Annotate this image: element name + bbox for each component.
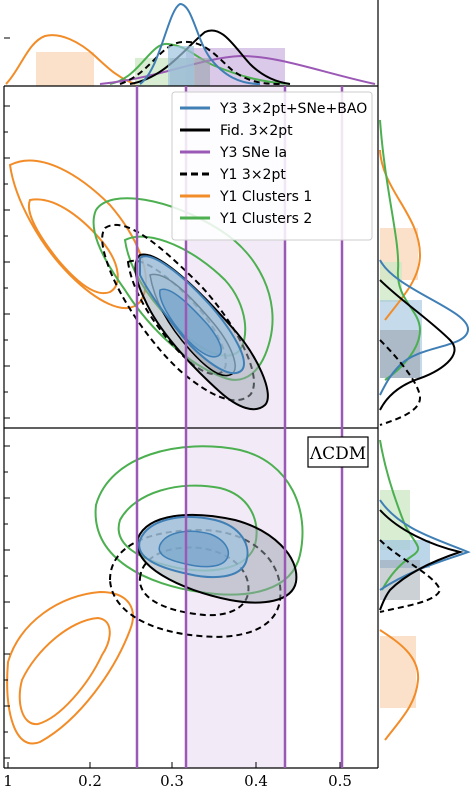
- x-tick-label: 0.3: [160, 772, 184, 790]
- legend-entry-y1: Y1 3×2pt: [180, 167, 286, 183]
- legend-label-y1: Y1 3×2pt: [219, 167, 286, 183]
- x-axis: 1 0.2 0.3 0.4 0.5: [3, 762, 352, 790]
- legend-entry-sne: Y3 SNe Ia: [180, 145, 287, 161]
- right-marginal-middle: [379, 119, 470, 426]
- legend-label-clusters2: Y1 Clusters 2: [219, 211, 312, 227]
- top-marginal-panel: [4, 0, 379, 87]
- legend-label-fid: Fid. 3×2pt: [220, 123, 293, 139]
- legend-label-clusters1: Y1 Clusters 1: [219, 189, 312, 205]
- legend: Y3 3×2pt+SNe+BAO Fid. 3×2pt Y3 SNe Ia Y1…: [171, 91, 373, 241]
- x-tick-label: 0.5: [328, 772, 352, 790]
- legend-entry-clusters1: Y1 Clusters 1: [180, 189, 312, 205]
- legend-entry-y3: Y3 3×2pt+SNe+BAO: [180, 101, 367, 117]
- bottom-2d-panel: [3, 428, 379, 769]
- lcdm-label: ΛCDM: [309, 444, 366, 464]
- legend-label-sne: Y3 SNe Ia: [219, 145, 287, 161]
- middle-2d-panel: [3, 86, 379, 429]
- legend-entry-fid: Fid. 3×2pt: [180, 123, 293, 139]
- x-tick-label: 0.4: [244, 772, 268, 790]
- legend-label-y3: Y3 3×2pt+SNe+BAO: [219, 101, 367, 117]
- right-marginal-bottom: [379, 439, 471, 741]
- x-tick-label: 1: [3, 772, 13, 790]
- legend-entry-clusters2: Y1 Clusters 2: [180, 211, 312, 227]
- x-tick-label: 0.2: [78, 772, 102, 790]
- lcdm-annotation: ΛCDM: [307, 436, 369, 468]
